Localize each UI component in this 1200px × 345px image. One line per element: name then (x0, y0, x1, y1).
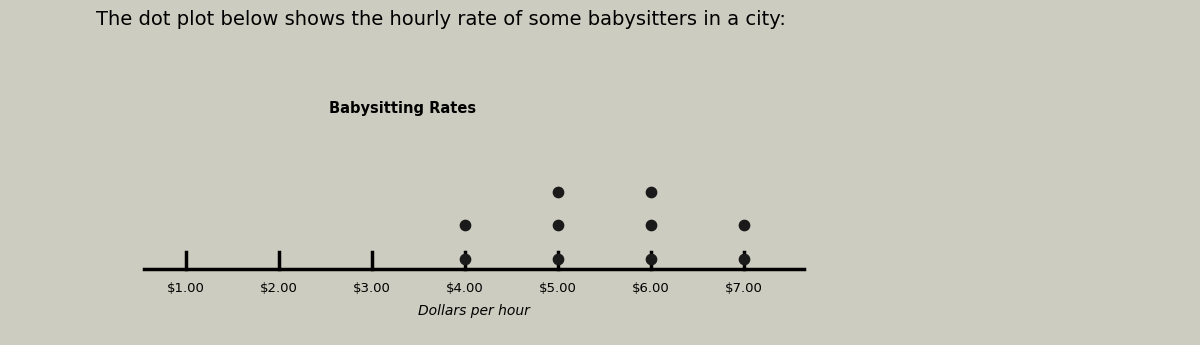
Point (641, 223, 660, 228)
Point (734, 223, 754, 228)
Point (734, 256, 754, 262)
Point (548, 189, 568, 195)
Point (641, 256, 660, 262)
Point (641, 189, 660, 195)
X-axis label: Dollars per hour: Dollars per hour (418, 304, 530, 318)
Text: Babysitting Rates: Babysitting Rates (329, 101, 476, 116)
Point (548, 256, 568, 262)
Text: The dot plot below shows the hourly rate of some babysitters in a city:: The dot plot below shows the hourly rate… (96, 10, 786, 29)
Point (455, 223, 474, 228)
Point (455, 256, 474, 262)
Point (548, 223, 568, 228)
